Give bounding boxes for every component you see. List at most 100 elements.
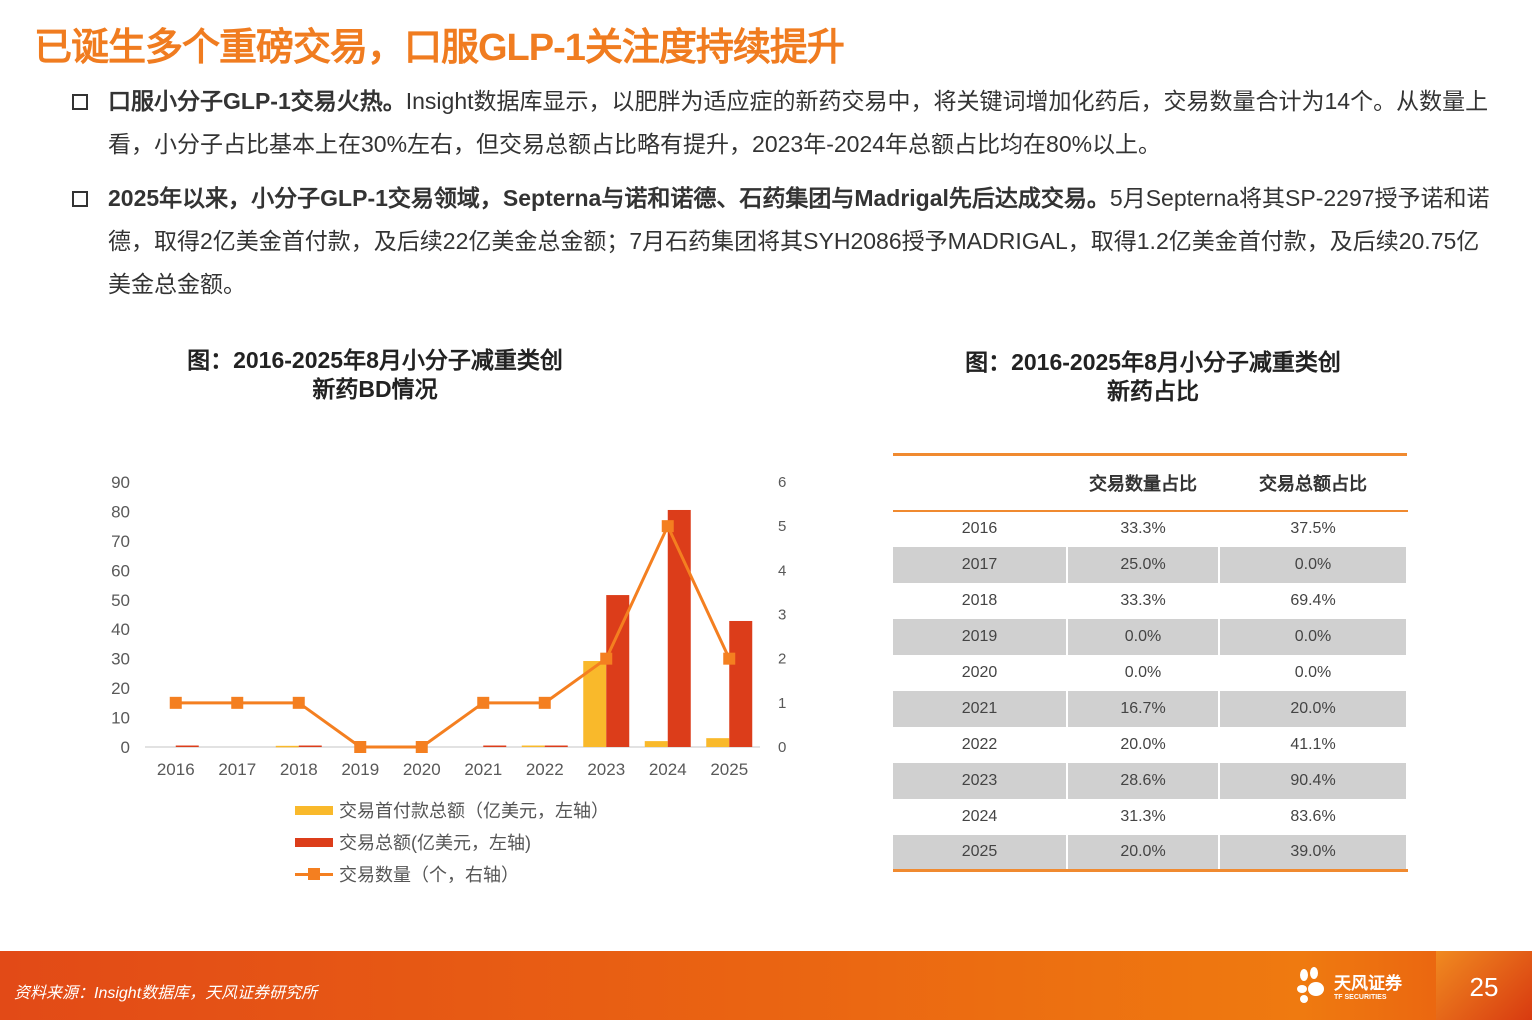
header-cell: 交易数量占比: [1067, 454, 1219, 512]
left-tick-label: 90: [111, 473, 130, 492]
right-tick-label: 3: [778, 607, 786, 624]
total-amount-bar: [606, 595, 630, 747]
x-tick-label: 2024: [649, 760, 687, 779]
title-line: 新药占比: [1107, 378, 1199, 404]
table-cell: 33.3%: [1067, 582, 1220, 619]
deal-count-line: [175, 522, 731, 749]
square-bullet-icon: [72, 191, 88, 207]
left-tick-label: 70: [111, 532, 130, 551]
table-row: 2017 25.0% 0.0%: [893, 546, 1408, 583]
legend-label: 交易总额(亿美元，左轴): [339, 833, 531, 853]
bullet-bold: 2025年以来，小分子GLP-1交易领域，Septerna与诺和诺德、石药集团与…: [108, 185, 1110, 211]
legend-swatch: [295, 805, 333, 815]
table-cell: 33.3%: [1067, 510, 1220, 547]
table-row: 2025 20.0% 39.0%: [893, 834, 1408, 871]
table-row: 2018 33.3% 69.4%: [893, 582, 1408, 619]
legend-item: 交易首付款总额（亿美元，左轴）: [295, 797, 609, 823]
legend-item: 交易数量（个，右轴）: [295, 861, 519, 887]
bullet-text: 5月Septerna将其SP-2297授予诺和诺德，取得2亿美金首付款，及后续2…: [108, 185, 1490, 297]
footer: 资料来源：Insight数据库，天风证券研究所 天风证券 TF SECURITIE…: [0, 951, 1532, 1020]
tf-securities-logo: 天风证券 TF SECURITIES: [1294, 967, 1402, 1003]
table-cell: 0.0%: [1219, 618, 1408, 655]
left-tick-label: 0: [121, 738, 130, 757]
table-row: 2024 31.3% 83.6%: [893, 798, 1408, 835]
right-tick-label: 5: [778, 518, 786, 535]
bd-chart: 0 10 20 30 40 50 60 70 80 90 0 1 2 3 4 5 6 2016 2017 2018 20…: [111, 473, 786, 779]
left-tick-label: 80: [111, 502, 130, 521]
x-tick-label: 2018: [280, 760, 318, 779]
chart-title-right: 图：2016-2025年8月小分子减重类创 新药占比: [918, 348, 1388, 406]
legend-item: 交易总额(亿美元，左轴): [295, 829, 531, 855]
table-cell: 20.0%: [1067, 726, 1220, 763]
upfront-payment-bar: [644, 741, 668, 747]
table-row: 2021 16.7% 20.0%: [893, 690, 1408, 727]
source-note: 资料来源：Insight数据库，天风证券研究所: [14, 985, 318, 1002]
legend-swatch: [295, 837, 333, 847]
table-cell: 2023: [893, 762, 1068, 799]
legend-label: 交易数量（个，右轴）: [339, 865, 519, 885]
left-tick-label: 60: [111, 561, 130, 580]
table-cell: 90.4%: [1219, 762, 1408, 799]
left-tick-label: 30: [111, 650, 130, 669]
upfront-payment-bar: [275, 745, 299, 748]
table-cell: 2017: [893, 546, 1068, 583]
total-amount-bar: [483, 745, 507, 748]
chart-title-left: 图：2016-2025年8月小分子减重类创 新药BD情况: [140, 346, 610, 404]
x-tick-label: 2021: [464, 760, 502, 779]
table-row: 2023 28.6% 90.4%: [893, 762, 1408, 799]
table-cell: 2020: [893, 654, 1068, 691]
deal-count-marker: [538, 696, 551, 709]
x-tick-label: 2023: [587, 760, 625, 779]
title-line: 新药BD情况: [312, 376, 438, 402]
right-tick-label: 1: [778, 695, 786, 712]
x-tick-label: 2016: [157, 760, 195, 779]
table-cell: 0.0%: [1219, 654, 1408, 691]
deal-count-marker: [723, 652, 736, 665]
table-cell: 2022: [893, 726, 1068, 763]
table-cell: 83.6%: [1219, 798, 1408, 835]
page-number: 25: [1436, 951, 1532, 1020]
upfront-payment-bar: [583, 661, 607, 747]
title-line: 图：2016-2025年8月小分子减重类创: [187, 347, 563, 373]
legend-line-marker: [295, 867, 333, 880]
table-row: 2019 0.0% 0.0%: [893, 618, 1408, 655]
total-amount-bar: [544, 745, 568, 748]
deal-count-marker: [169, 696, 182, 709]
x-tick-label: 2019: [341, 760, 379, 779]
right-tick-label: 0: [778, 739, 786, 756]
upfront-payment-bar: [521, 745, 545, 748]
upfront-payment-bar: [706, 738, 730, 747]
x-tick-label: 2025: [710, 760, 748, 779]
logo-subtext: TF SECURITIES: [1334, 994, 1387, 1001]
page-title: 已诞生多个重磅交易，口服GLP-1关注度持续提升: [34, 27, 845, 69]
table-cell: 2019: [893, 618, 1068, 655]
table-cell: 37.5%: [1219, 510, 1408, 547]
flower-logo-icon: [1297, 967, 1324, 1003]
table-cell: 2016: [893, 510, 1068, 547]
table-cell: 20.0%: [1219, 690, 1408, 727]
table-cell: 16.7%: [1067, 690, 1220, 727]
deal-count-marker: [661, 520, 674, 533]
bullet-1: 口服小分子GLP-1交易火热。Insight数据库显示，以肥胖为适应症的新药交易…: [72, 80, 1502, 166]
table-cell: 31.3%: [1067, 798, 1220, 835]
table-cell: 28.6%: [1067, 762, 1220, 799]
header-cell: [893, 454, 1067, 512]
table-row: 2020 0.0% 0.0%: [893, 654, 1408, 691]
table-cell: 2024: [893, 798, 1068, 835]
legend-label: 交易首付款总额（亿美元，左轴）: [339, 801, 609, 821]
table-row: 2022 20.0% 41.1%: [893, 726, 1408, 763]
table-cell: 20.0%: [1067, 834, 1220, 871]
table-cell: 2018: [893, 582, 1068, 619]
x-tick-label: 2022: [526, 760, 564, 779]
table-cell: 0.0%: [1067, 654, 1220, 691]
table-cell: 0.0%: [1067, 618, 1220, 655]
table-cell: 41.1%: [1219, 726, 1408, 763]
left-tick-label: 20: [111, 679, 130, 698]
ratio-table: 交易数量占比 交易总额占比 2016 33.3% 37.5% 2017 25.0% 0.0…: [893, 453, 1408, 872]
left-tick-label: 10: [111, 709, 130, 728]
total-amount-bar: [667, 509, 691, 747]
right-tick-label: 6: [778, 474, 786, 491]
bullet-text: Insight数据库显示，以肥胖为适应症的新药交易中，将关键词增加化药后，交易数…: [108, 88, 1489, 157]
square-bullet-icon: [72, 94, 88, 110]
table-cell: 2025: [893, 834, 1068, 871]
